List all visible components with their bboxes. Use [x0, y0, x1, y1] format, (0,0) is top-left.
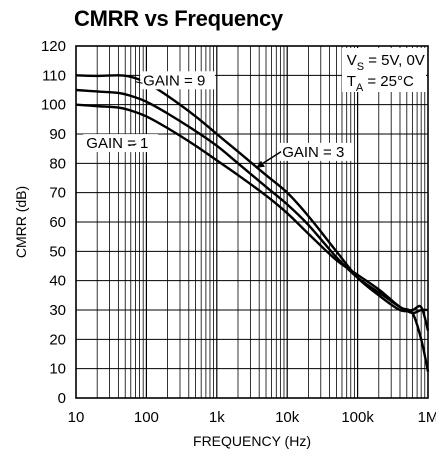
conditions-box-bg: [341, 48, 426, 92]
leader-gain-9: [135, 81, 143, 84]
y-tick-label: 90: [49, 126, 66, 143]
y-tick-label: 0: [58, 390, 66, 407]
plot-frame: [75, 45, 429, 399]
series-gain-9: [75, 74, 430, 331]
y-tick-label: 100: [41, 97, 66, 114]
series-layer: [75, 74, 430, 372]
x-tick-label: 10k: [275, 409, 300, 426]
label-gain-9: GAIN = 9: [143, 72, 205, 89]
series-gain-3: [75, 88, 429, 315]
y-tick-label: 50: [49, 243, 66, 260]
y-tick-label: 40: [49, 273, 66, 290]
temperature-condition: TA = 25°C: [347, 73, 414, 94]
x-tick-label: 1k: [209, 409, 225, 426]
y-tick-label: 10: [49, 361, 66, 378]
arrow-gain-3-head: [255, 160, 265, 168]
chart-title: CMRR vs Frequency: [74, 6, 283, 31]
x-axis-label: FREQUENCY (Hz): [193, 433, 311, 449]
label-gain-3-bg: [279, 142, 355, 161]
y-tick-label: 30: [49, 302, 66, 319]
x-tick-label: 100k: [341, 409, 374, 426]
x-tick-label: 1M: [418, 409, 436, 426]
label-gain-9-bg: [140, 71, 215, 90]
y-tick-label: 70: [49, 185, 66, 202]
y-tick-label: 20: [49, 331, 66, 348]
y-tick-label: 110: [42, 67, 66, 84]
x-tick-label: 100: [134, 409, 159, 426]
y-tick-label: 120: [41, 38, 66, 55]
label-gain-1: GAIN = 1: [86, 135, 148, 152]
series-gain-1: [75, 103, 430, 372]
major-grid: [76, 46, 428, 398]
supply-condition: VS = 5V, 0V: [347, 52, 425, 73]
y-tick-label: 80: [49, 155, 66, 172]
label-gain-1-bg: [83, 134, 159, 153]
label-gain-3: GAIN = 3: [282, 144, 344, 161]
leader-gain-1: [128, 143, 137, 147]
y-tick-label: 60: [49, 214, 66, 231]
x-tick-label: 10: [68, 409, 85, 426]
y-axis-label: CMRR (dB): [13, 186, 29, 258]
